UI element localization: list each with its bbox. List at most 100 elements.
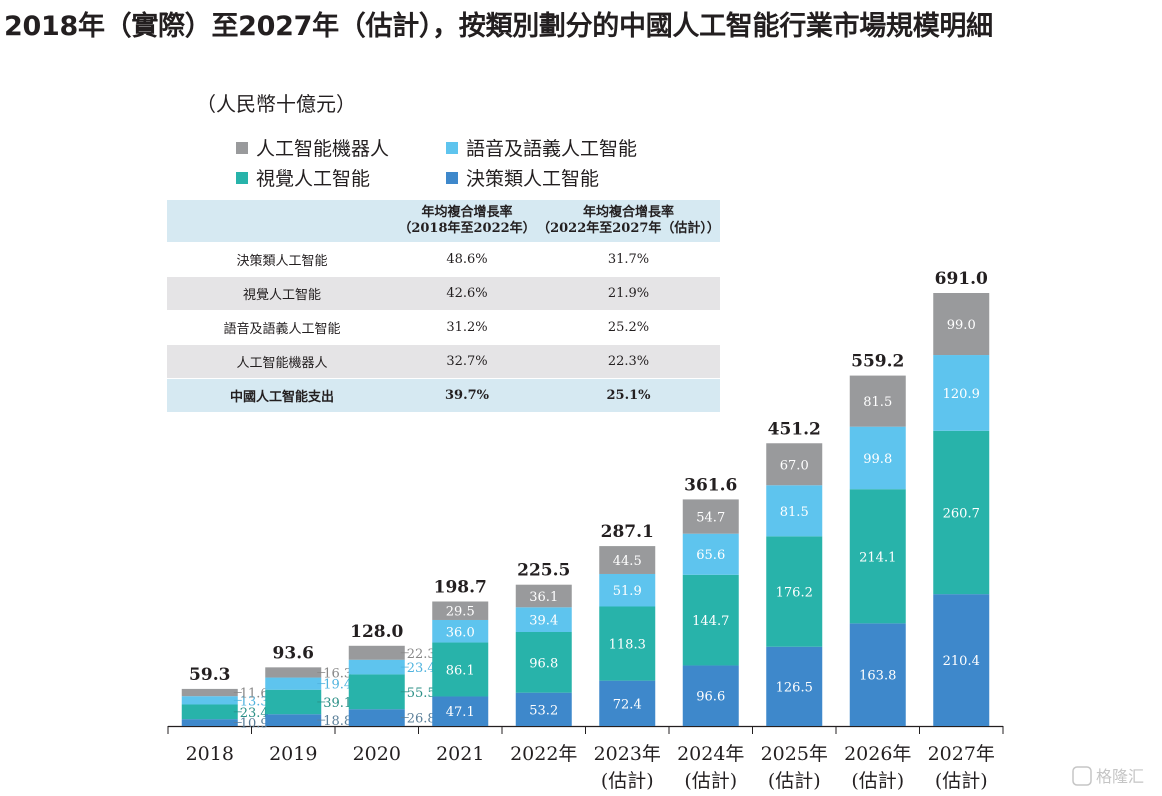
cagr-header-2018-2022: 年均複合增長率 （2018年至2022年） [397, 200, 537, 243]
segment-label: 47.1 [446, 705, 475, 720]
cagr-row-label: 人工智能機器人 [167, 344, 397, 379]
cagr-row-label: 視覺人工智能 [167, 276, 397, 311]
cagr-row-decision: 決策類人工智能 48.6% 31.7% [167, 242, 720, 277]
bar-segment [599, 546, 656, 574]
segment-label: 163.8 [859, 669, 896, 684]
cagr-row-label: 語音及語義人工智能 [167, 310, 397, 345]
bar-segment [849, 623, 906, 726]
legend-item-robot: 人工智能機器人 [236, 134, 389, 161]
segment-label: 36.1 [529, 590, 558, 605]
segment-label: 16.3 [323, 666, 352, 681]
segment-label: 210.4 [943, 654, 980, 669]
x-tick-label: 2018 [186, 743, 234, 765]
bar-total-label: 287.1 [601, 522, 654, 542]
cagr-value-2018-2022: 42.6% [397, 276, 537, 311]
bar-segment [181, 696, 238, 705]
bar-segment [515, 584, 572, 608]
segment-label: 39.1 [323, 696, 352, 711]
segment-label: 260.7 [943, 506, 980, 521]
x-tick-label: 2027年 [928, 743, 995, 765]
bar-total-label: 451.2 [768, 419, 821, 439]
cagr-value-2022-2027: 31.7% [537, 242, 720, 277]
segment-label: 23.4 [407, 661, 436, 676]
bar-segment [682, 574, 739, 666]
bar-segment [348, 659, 405, 675]
cagr-value-2022-2027: 25.2% [537, 310, 720, 345]
legend-swatch-decision [446, 171, 458, 184]
segment-label: 96.6 [696, 690, 725, 705]
segment-label: 44.5 [613, 554, 642, 569]
bar-segment [933, 293, 990, 356]
bar-segment [432, 642, 489, 697]
segment-label: 72.4 [613, 697, 642, 712]
bar-segment [181, 704, 238, 720]
legend-label-decision: 決策類人工智能 [466, 168, 600, 190]
bar-segment [599, 680, 656, 726]
x-tick-label: 2026年 [844, 743, 911, 765]
cagr-value-2018-2022: 39.7% [397, 378, 537, 412]
bar-segment [432, 601, 489, 620]
legend-swatch-speech [446, 141, 458, 154]
bar-segment [766, 536, 823, 647]
bar-segment [515, 692, 572, 726]
segment-label: 99.8 [863, 452, 892, 467]
legend-label-robot: 人工智能機器人 [256, 138, 390, 160]
bar-total-label: 198.7 [434, 577, 487, 597]
bar-segment [682, 499, 739, 534]
bar-segment [348, 709, 405, 726]
segment-label: 51.9 [613, 584, 642, 599]
cagr-row-vision: 視覺人工智能 42.6% 21.9% [167, 276, 720, 311]
segment-label: 126.5 [776, 680, 813, 695]
watermark-text: 格隆汇 [1096, 767, 1144, 786]
segment-label: 23.4 [240, 706, 269, 721]
segment-label: 81.5 [780, 505, 809, 520]
bar-segment [181, 719, 238, 726]
segment-label: 29.5 [446, 605, 475, 620]
cagr-header-blank [167, 200, 397, 243]
bar-segment [432, 619, 489, 643]
bar-total-label: 691.0 [935, 269, 988, 289]
cagr-value-2018-2022: 32.7% [397, 344, 537, 379]
unit-label: （人民幣十億元） [196, 92, 356, 116]
bar-segment [515, 632, 572, 693]
bar-total-label: 559.2 [851, 352, 904, 372]
bar-segment [849, 375, 906, 427]
bar-segment [766, 485, 823, 537]
legend-item-speech: 語音及語義人工智能 [446, 134, 637, 161]
bar-segment [432, 696, 489, 726]
x-tick-label: 2019 [269, 743, 317, 765]
bar-segment [348, 645, 405, 660]
segment-label: 144.7 [692, 614, 729, 629]
legend-swatch-robot [236, 141, 248, 154]
segment-label: 118.3 [609, 638, 646, 653]
bar-segment [181, 688, 238, 697]
x-tick-label: 2020 [353, 743, 401, 765]
x-tick-label: (估計) [684, 770, 737, 792]
bar-segment [515, 607, 572, 633]
bar-segment [599, 606, 656, 681]
bar-segment [933, 355, 990, 431]
cagr-row-total: 中國人工智能支出 39.7% 25.1% [167, 378, 720, 412]
segment-label: 19.4 [323, 678, 352, 693]
bar-segment [348, 674, 405, 710]
bar-total-label: 361.6 [684, 475, 737, 495]
segment-label: 55.5 [407, 686, 436, 701]
segment-label: 36.0 [446, 625, 475, 640]
bar-segment [265, 667, 322, 678]
x-tick-label: 2023年 [594, 743, 661, 765]
bar-total-label: 128.0 [350, 622, 403, 642]
x-tick-label: (估計) [851, 770, 904, 792]
segment-label: 67.0 [780, 458, 809, 473]
bar-segment [766, 646, 823, 726]
segment-label: 65.6 [696, 548, 725, 563]
bar-segment [265, 714, 322, 726]
segment-label: 214.1 [859, 550, 896, 565]
bar-segment [265, 689, 322, 715]
bar-segment [599, 573, 656, 607]
cagr-value-2018-2022: 48.6% [397, 242, 537, 277]
segment-label: 11.6 [240, 687, 269, 702]
segment-label: 53.2 [529, 703, 558, 718]
bar-segment [766, 443, 823, 486]
bar-segment [933, 430, 990, 595]
segment-label: 39.4 [529, 614, 558, 629]
